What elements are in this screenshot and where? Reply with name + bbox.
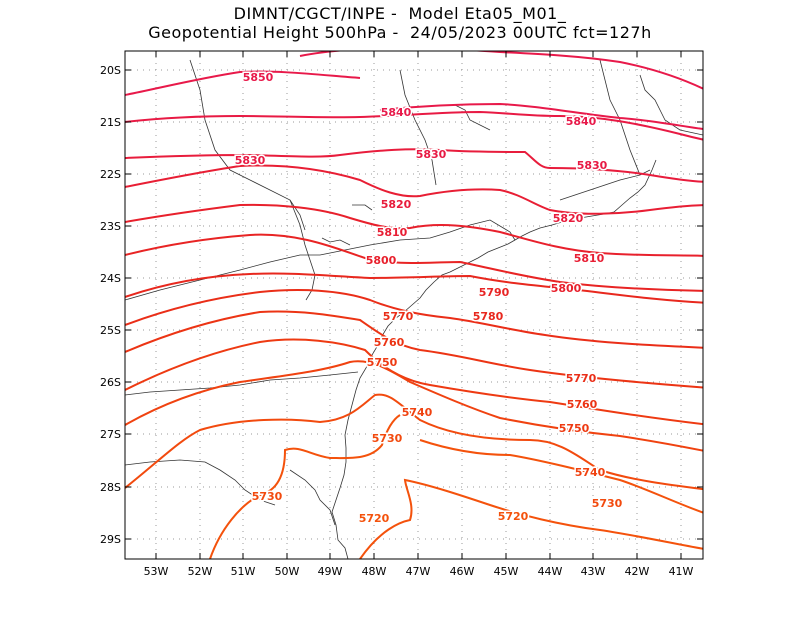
contour-5830 [125, 110, 703, 141]
state-border-6 [399, 69, 437, 186]
contour-label-5730: 5730 [592, 497, 623, 510]
contour-5770 [125, 289, 703, 349]
contour-label-5820: 5820 [381, 198, 412, 211]
lon-label: 51W [231, 565, 256, 578]
map-frame [124, 50, 704, 560]
contour-label-5850: 5850 [243, 71, 274, 84]
state-border-1 [125, 219, 516, 301]
contour-label-5830: 5830 [577, 159, 608, 172]
contour-label-5740: 5740 [575, 466, 606, 479]
contour-label-5800: 5800 [551, 282, 582, 295]
contour-label-5810: 5810 [574, 252, 605, 265]
state-border-5 [289, 199, 316, 301]
contour-label-5760: 5760 [567, 398, 598, 411]
contour-label-5760: 5760 [374, 336, 405, 349]
contour-label-5790: 5790 [479, 286, 510, 299]
contour-label-5720: 5720 [498, 510, 529, 523]
contour-5740 [125, 360, 703, 452]
lat-label: 28S [100, 481, 121, 494]
coastline [125, 59, 703, 559]
contour-5780 [125, 272, 703, 304]
contour-5790 [125, 233, 703, 292]
map-title: DIMNT/CGCT/INPE - Model Eta05_M01_ Geopo… [0, 4, 800, 42]
state-border-8 [639, 74, 703, 136]
contour-label-5800: 5800 [366, 254, 397, 267]
contour-label-5830: 5830 [235, 154, 266, 167]
state-border-2 [125, 371, 359, 396]
lat-label: 22S [100, 168, 121, 181]
state-border-9 [599, 59, 641, 176]
geopotential-contours [125, 51, 703, 559]
lon-label: 44W [538, 565, 563, 578]
contour-5820 [125, 148, 703, 183]
lon-label: 41W [669, 565, 694, 578]
lon-label: 49W [318, 565, 343, 578]
reservoir-2 [352, 204, 373, 211]
lon-label: 50W [275, 565, 300, 578]
contour-5800 [125, 203, 703, 257]
latitude-labels: 20S 21S 22S 23S 24S 25S 26S 27S 28S 29S [100, 64, 121, 546]
contour-label-5770: 5770 [566, 372, 597, 385]
contour-label-5840: 5840 [381, 106, 412, 119]
lon-label: 53W [144, 565, 169, 578]
contour-labels: 5850 5840 5840 5830 5830 5830 5820 5820 5810 5810… [233, 70, 624, 527]
lat-label: 20S [100, 64, 121, 77]
title-line-2: Geopotential Height 500hPa - 24/05/2023 … [148, 23, 652, 42]
contour-label-5820: 5820 [553, 212, 584, 225]
contour-label-5840: 5840 [566, 115, 597, 128]
contour-label-5750: 5750 [367, 356, 398, 369]
lon-label: 43W [581, 565, 606, 578]
contour-label-5740: 5740 [402, 406, 433, 419]
lon-label: 52W [188, 565, 213, 578]
lon-label: 46W [450, 565, 475, 578]
contour-label-5720: 5720 [359, 512, 390, 525]
contour-5730 [125, 393, 703, 491]
reservoir-1 [454, 104, 491, 131]
contour-5840 [125, 70, 703, 131]
lat-label: 23S [100, 220, 121, 233]
lat-label: 25S [100, 324, 121, 337]
lat-label: 27S [100, 428, 121, 441]
reservoir-3 [321, 237, 351, 246]
contour-5720 [359, 478, 703, 559]
longitude-labels: 53W 52W 51W 50W 49W 48W 47W 46W 45W 44W 43W 42W 41W [144, 565, 694, 578]
lat-label: 29S [100, 533, 121, 546]
lat-label: 24S [100, 272, 121, 285]
lat-label: 26S [100, 376, 121, 389]
contour-5720 [209, 414, 703, 559]
lat-label: 21S [100, 116, 121, 129]
graticule [125, 51, 703, 559]
contour-label-5830: 5830 [416, 148, 447, 161]
title-line-1: DIMNT/CGCT/INPE - Model Eta05_M01_ [233, 4, 567, 23]
contour-5760 [125, 310, 703, 389]
lon-label: 45W [494, 565, 519, 578]
contour-label-5730: 5730 [252, 490, 283, 503]
contour-label-5770: 5770 [383, 310, 414, 323]
contour-label-5810: 5810 [377, 226, 408, 239]
lon-label: 42W [625, 565, 650, 578]
contour-label-5780: 5780 [473, 310, 504, 323]
contour-5850 [299, 51, 703, 90]
contour-5810 [125, 164, 703, 215]
state-border-10 [289, 469, 336, 526]
lon-label: 48W [362, 565, 387, 578]
axis-ticks [125, 51, 703, 559]
contour-label-5750: 5750 [559, 422, 590, 435]
lon-label: 47W [406, 565, 431, 578]
contour-label-5730: 5730 [372, 432, 403, 445]
